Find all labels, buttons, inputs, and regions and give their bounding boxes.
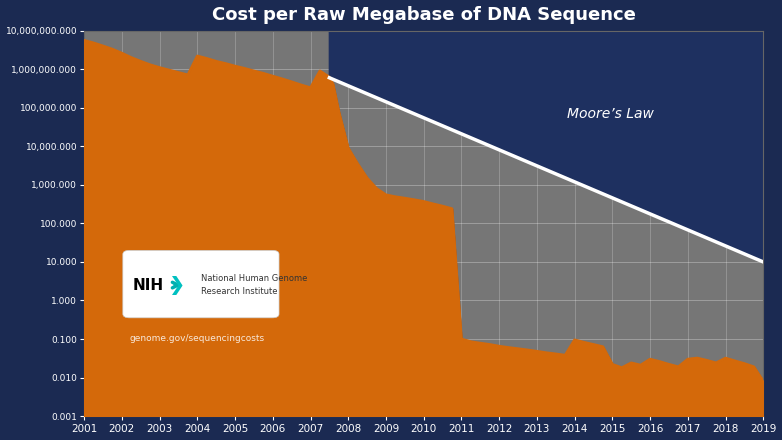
Text: National Human Genome: National Human Genome [201, 274, 307, 282]
Title: Cost per Raw Megabase of DNA Sequence: Cost per Raw Megabase of DNA Sequence [212, 6, 636, 24]
Text: ❯: ❯ [167, 275, 184, 294]
FancyBboxPatch shape [123, 250, 279, 318]
Text: Research Institute: Research Institute [201, 287, 278, 297]
Text: Moore’s Law: Moore’s Law [567, 107, 654, 121]
Polygon shape [329, 31, 763, 262]
Text: genome.gov/sequencingcosts: genome.gov/sequencingcosts [130, 334, 265, 343]
Text: NIH: NIH [132, 278, 163, 293]
